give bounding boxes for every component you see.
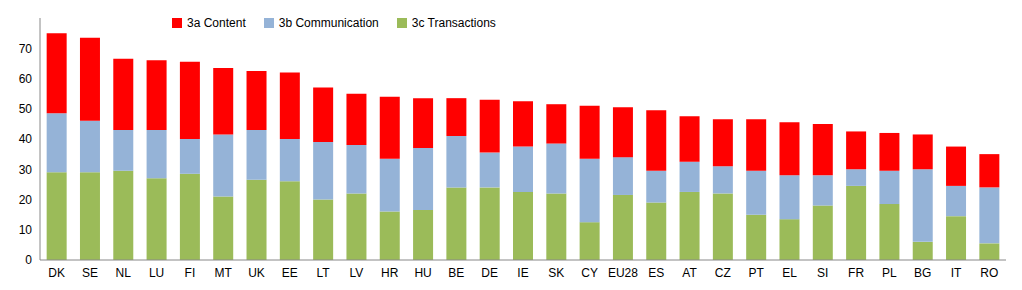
- html-text:3a Content: 3a Content: [187, 16, 246, 30]
- svg-text:NL: NL: [116, 266, 132, 280]
- svg-text:BG: BG: [914, 266, 931, 280]
- svg-text:DE: DE: [481, 266, 498, 280]
- svg-text:IT: IT: [951, 266, 962, 280]
- svg-text:SE: SE: [82, 266, 98, 280]
- svg-text:PL: PL: [882, 266, 897, 280]
- svg-text:LV: LV: [350, 266, 364, 280]
- svg-text:CZ: CZ: [715, 266, 731, 280]
- html-text:3b Communication: 3b Communication: [278, 16, 379, 30]
- svg-text:AT: AT: [682, 266, 697, 280]
- svg-text:EE: EE: [282, 266, 298, 280]
- svg-text:FR: FR: [848, 266, 864, 280]
- svg-text:40: 40: [19, 132, 33, 146]
- svg-text:20: 20: [19, 193, 33, 207]
- svg-text:HU: HU: [414, 266, 431, 280]
- svg-text:RO: RO: [980, 266, 998, 280]
- svg-text:CY: CY: [581, 266, 598, 280]
- svg-text:70: 70: [19, 42, 33, 56]
- svg-text:10: 10: [19, 223, 33, 237]
- svg-text:SI: SI: [817, 266, 828, 280]
- html-text:3c Transactions: 3c Transactions: [411, 16, 496, 30]
- svg-text:50: 50: [19, 102, 33, 116]
- svg-text:LU: LU: [149, 266, 164, 280]
- svg-text:EL: EL: [782, 266, 797, 280]
- svg-text:IE: IE: [517, 266, 528, 280]
- svg-text:MT: MT: [215, 266, 233, 280]
- svg-text:PT: PT: [749, 266, 765, 280]
- svg-text:0: 0: [25, 253, 32, 267]
- svg-text:EU28: EU28: [608, 266, 638, 280]
- svg-text:FI: FI: [185, 266, 196, 280]
- svg-text:LT: LT: [317, 266, 331, 280]
- svg-text:30: 30: [19, 163, 33, 177]
- svg-text:BE: BE: [448, 266, 464, 280]
- svg-text:SK: SK: [548, 266, 564, 280]
- svg-text:60: 60: [19, 72, 33, 86]
- svg-text:HR: HR: [381, 266, 399, 280]
- svg-text:UK: UK: [248, 266, 265, 280]
- svg-text:ES: ES: [648, 266, 664, 280]
- svg-text:DK: DK: [48, 266, 65, 280]
